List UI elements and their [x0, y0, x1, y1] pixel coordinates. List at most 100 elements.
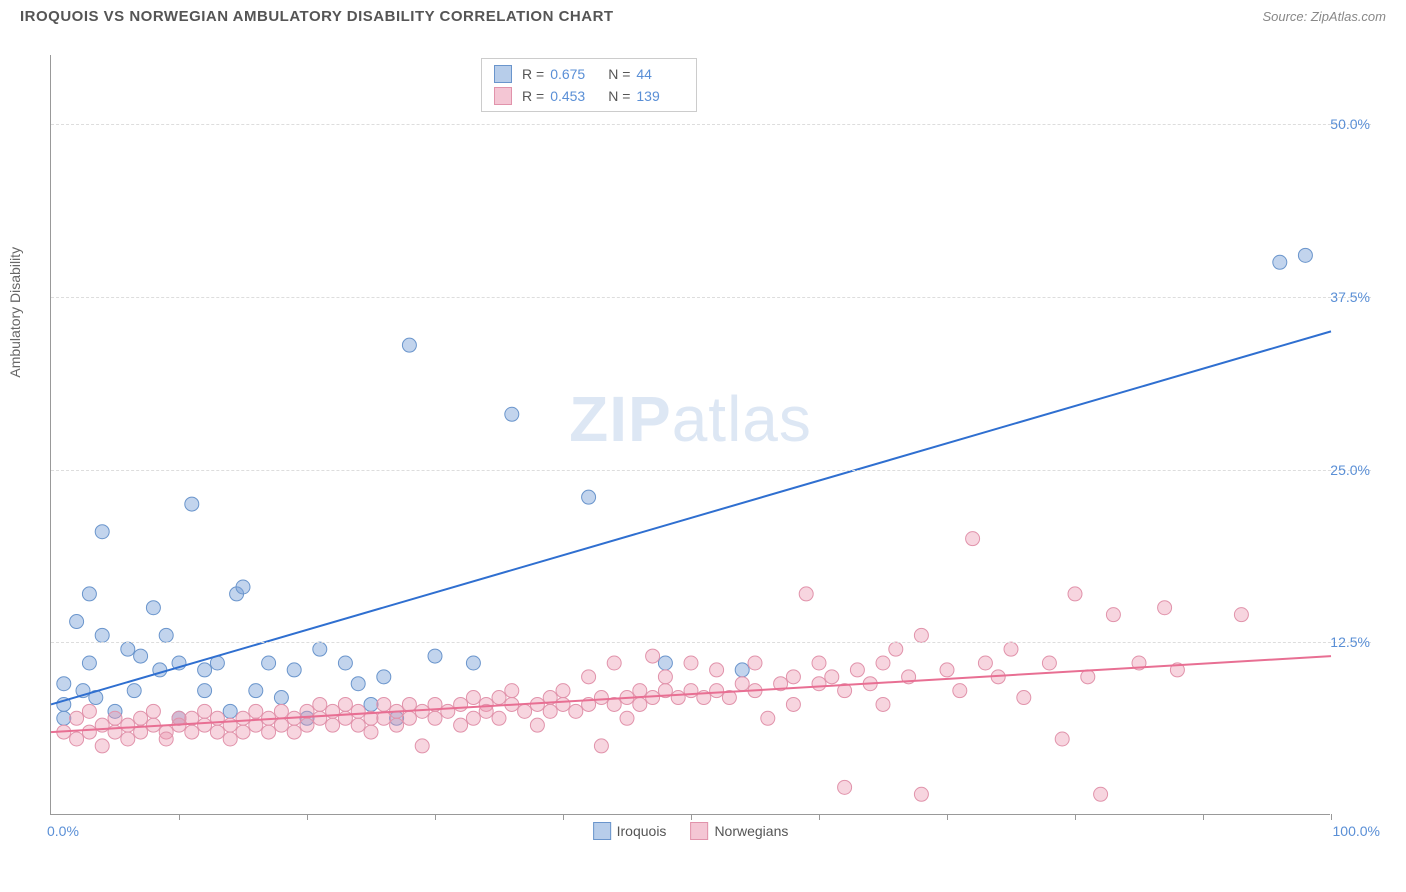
- data-point: [966, 532, 980, 546]
- data-point: [287, 663, 301, 677]
- data-point: [876, 656, 890, 670]
- data-point: [82, 587, 96, 601]
- data-point: [633, 697, 647, 711]
- x-tick: [307, 814, 308, 820]
- data-point: [82, 725, 96, 739]
- data-point: [569, 704, 583, 718]
- data-point: [876, 697, 890, 711]
- data-point: [620, 711, 634, 725]
- y-tick-label: 25.0%: [1330, 462, 1370, 478]
- data-point: [287, 725, 301, 739]
- data-point: [326, 718, 340, 732]
- data-point: [594, 739, 608, 753]
- data-point: [198, 704, 212, 718]
- data-point: [812, 656, 826, 670]
- chart-header: IROQUOIS VS NORWEGIAN AMBULATORY DISABIL…: [0, 0, 1406, 29]
- x-tick: [563, 814, 564, 820]
- data-point: [146, 704, 160, 718]
- x-tick: [435, 814, 436, 820]
- data-point: [351, 677, 365, 691]
- data-point: [1055, 732, 1069, 746]
- data-point: [415, 739, 429, 753]
- plot-svg: [51, 55, 1331, 815]
- data-point: [505, 684, 519, 698]
- data-point: [198, 684, 212, 698]
- gridline: [51, 124, 1371, 125]
- data-point: [223, 704, 237, 718]
- data-point: [735, 663, 749, 677]
- data-point: [786, 670, 800, 684]
- data-point: [633, 684, 647, 698]
- data-point: [134, 649, 148, 663]
- data-point: [338, 697, 352, 711]
- data-point: [185, 497, 199, 511]
- data-point: [364, 725, 378, 739]
- data-point: [313, 711, 327, 725]
- x-tick: [1331, 814, 1332, 820]
- data-point: [402, 697, 416, 711]
- data-point: [466, 656, 480, 670]
- data-point: [82, 704, 96, 718]
- data-point: [274, 704, 288, 718]
- data-point: [377, 697, 391, 711]
- data-point: [1042, 656, 1056, 670]
- data-point: [402, 711, 416, 725]
- y-tick-label: 50.0%: [1330, 116, 1370, 132]
- data-point: [428, 649, 442, 663]
- x-tick-label-min: 0.0%: [47, 823, 79, 839]
- data-point: [786, 697, 800, 711]
- data-point: [134, 711, 148, 725]
- data-point: [223, 732, 237, 746]
- data-point: [978, 656, 992, 670]
- scatter-chart: Ambulatory Disability ZIPatlas R = 0.675…: [50, 55, 1370, 815]
- data-point: [313, 642, 327, 656]
- data-point: [185, 725, 199, 739]
- legend-item-iroquois: Iroquois: [593, 822, 667, 840]
- x-tick: [1203, 814, 1204, 820]
- data-point: [57, 711, 71, 725]
- swatch-iroquois-bottom: [593, 822, 611, 840]
- data-point: [914, 787, 928, 801]
- data-point: [95, 739, 109, 753]
- series-legend: Iroquois Norwegians: [593, 822, 789, 840]
- data-point: [428, 711, 442, 725]
- data-point: [825, 670, 839, 684]
- data-point: [454, 697, 468, 711]
- swatch-norwegians: [494, 87, 512, 105]
- data-point: [70, 711, 84, 725]
- data-point: [441, 704, 455, 718]
- data-point: [95, 628, 109, 642]
- data-point: [236, 711, 250, 725]
- data-point: [198, 718, 212, 732]
- data-point: [351, 718, 365, 732]
- data-point: [146, 601, 160, 615]
- data-point: [236, 725, 250, 739]
- data-point: [607, 656, 621, 670]
- data-point: [748, 656, 762, 670]
- data-point: [1081, 670, 1095, 684]
- data-point: [684, 684, 698, 698]
- data-point: [1273, 255, 1287, 269]
- data-point: [210, 725, 224, 739]
- chart-title: IROQUOIS VS NORWEGIAN AMBULATORY DISABIL…: [20, 8, 614, 25]
- data-point: [799, 587, 813, 601]
- data-point: [940, 663, 954, 677]
- data-point: [1158, 601, 1172, 615]
- data-point: [594, 691, 608, 705]
- data-point: [95, 525, 109, 539]
- data-point: [684, 656, 698, 670]
- data-point: [1298, 248, 1312, 262]
- swatch-norwegians-bottom: [690, 822, 708, 840]
- data-point: [364, 697, 378, 711]
- data-point: [505, 407, 519, 421]
- data-point: [1094, 787, 1108, 801]
- data-point: [761, 711, 775, 725]
- data-point: [492, 711, 506, 725]
- data-point: [658, 656, 672, 670]
- data-point: [454, 718, 468, 732]
- data-point: [1068, 587, 1082, 601]
- data-point: [313, 697, 327, 711]
- data-point: [530, 718, 544, 732]
- data-point: [198, 663, 212, 677]
- data-point: [466, 711, 480, 725]
